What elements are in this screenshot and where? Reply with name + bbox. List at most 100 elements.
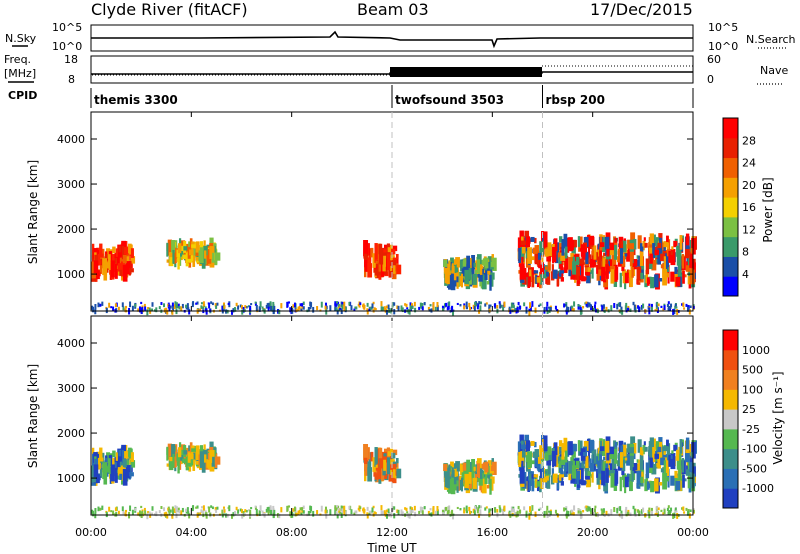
scatter-cell: [542, 272, 548, 279]
scatter-cell: [604, 257, 607, 261]
scatter-cell: [525, 440, 531, 452]
colorbar-tick-label: 4: [742, 268, 749, 281]
freq-panel: Freq. [MHz] 18 8 60 0 Nave: [4, 53, 788, 86]
scatter-cell: [446, 267, 450, 285]
scatter-cell: [521, 460, 524, 469]
scatter-cell: [490, 476, 495, 484]
scatter-cell: [689, 258, 693, 268]
ground-scatter-cell: [531, 505, 534, 511]
scatter-cell: [558, 271, 562, 277]
scatter-cell: [539, 241, 544, 256]
scatter-cell: [657, 446, 662, 453]
scatter-cell: [688, 476, 692, 493]
scatter-cell: [130, 460, 136, 468]
ground-scatter-cell: [329, 509, 332, 515]
scatter-cell: [521, 450, 526, 458]
ground-scatter-cell: [534, 307, 537, 314]
scatter-cell: [656, 463, 659, 468]
ground-scatter-cell: [430, 512, 433, 517]
ground-scatter-cell: [677, 310, 680, 314]
scatter-cell: [204, 250, 207, 259]
ground-scatter-cell: [620, 513, 623, 518]
ground-scatter-cell: [405, 303, 408, 308]
scatter-cell: [626, 269, 630, 275]
ground-scatter-cell: [385, 310, 388, 315]
scatter-cell: [374, 447, 378, 464]
scatter-cell: [529, 269, 532, 282]
scatter-cell: [560, 474, 564, 481]
ground-scatter-cell: [235, 302, 238, 307]
scatter-cell: [93, 260, 99, 274]
ground-scatter-cell: [674, 305, 677, 309]
ground-scatter-cell: [144, 306, 147, 311]
ground-scatter-cell: [620, 309, 623, 314]
scatter-cell: [490, 465, 496, 472]
ground-scatter-cell: [146, 513, 149, 520]
scatter-cell: [539, 445, 544, 460]
scatter-cell: [451, 469, 455, 486]
scatter-cell: [450, 477, 456, 495]
scatter-cell: [684, 251, 690, 259]
scatter-cell: [464, 473, 469, 489]
ground-scatter-cell: [202, 301, 205, 307]
colorbar-frame: [722, 329, 739, 509]
ground-scatter-cell: [472, 508, 475, 514]
ground-scatter-cell: [178, 305, 181, 310]
scatter-cell: [578, 468, 584, 485]
ground-scatter-cell: [663, 305, 666, 311]
scatter-cell: [114, 467, 118, 483]
scatter-cell: [367, 243, 370, 256]
scatter-cell: [602, 258, 606, 272]
scatter-cell: [455, 259, 460, 265]
ground-scatter-cell: [374, 512, 377, 515]
ground-scatter-cell: [508, 308, 511, 313]
scatter-cell: [559, 270, 565, 274]
scatter-cell: [544, 452, 549, 461]
nave-label: Nave: [760, 64, 788, 77]
ground-scatter-cell: [293, 302, 296, 308]
scatter-cell: [97, 474, 100, 484]
scatter-cell: [646, 277, 650, 286]
ground-scatter-cell: [493, 507, 496, 512]
colorbar-segment: [723, 137, 738, 159]
ground-scatter-cell: [488, 308, 491, 313]
ground-scatter-cell: [663, 509, 666, 515]
scatter-cell: [528, 276, 531, 287]
scatter-cell: [688, 474, 692, 481]
scatter-cell: [115, 248, 118, 257]
ground-scatter-cell: [672, 309, 675, 315]
scatter-cell: [662, 268, 667, 286]
scatter-cell: [563, 471, 568, 477]
scatter-cell: [368, 452, 372, 470]
noise-tick-high-right: 10^5: [708, 21, 738, 34]
ground-scatter-cell: [432, 302, 435, 308]
ground-scatter-cell: [325, 305, 328, 310]
scatter-cell: [619, 476, 622, 492]
scatter-cell: [541, 454, 544, 469]
ground-scatter-cell: [508, 510, 511, 514]
scatter-cell: [479, 468, 483, 479]
scatter-cell: [458, 479, 463, 491]
scatter-cell: [609, 245, 614, 256]
scatter-cell: [129, 472, 134, 477]
ground-scatter-cell: [674, 507, 677, 511]
scatter-cell: [633, 462, 638, 471]
ground-scatter-cell: [577, 304, 580, 310]
ground-scatter-cell: [165, 511, 168, 517]
scatter-cell: [449, 474, 452, 480]
ytick-label: 3000: [57, 382, 85, 395]
scatter-cell: [564, 450, 568, 463]
ground-scatter-cell: [512, 302, 515, 306]
ground-scatter-cell: [531, 301, 534, 307]
scatter-cell: [484, 477, 488, 485]
ground-scatter-cell: [441, 305, 444, 309]
scatter-cell: [589, 462, 595, 472]
cpid-segment-label: rbsp 200: [546, 93, 605, 107]
scatter-cell: [645, 474, 649, 488]
ground-scatter-cell: [353, 512, 356, 516]
ground-scatter-cell: [619, 302, 622, 308]
scatter-cell: [609, 242, 615, 251]
scatter-cell: [671, 450, 674, 454]
ground-scatter-cell: [160, 506, 163, 509]
scatter-cell: [527, 480, 530, 492]
